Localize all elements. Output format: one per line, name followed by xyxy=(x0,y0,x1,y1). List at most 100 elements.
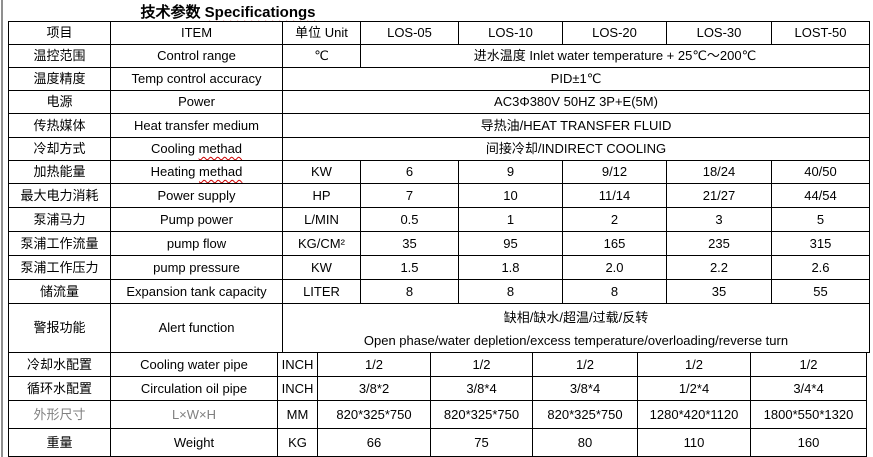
value-cell: 18/24 xyxy=(666,160,772,184)
label-en: Control range xyxy=(110,44,283,68)
value-cell: 315 xyxy=(771,231,870,256)
value-cell: 110 xyxy=(637,428,751,457)
value-cell: 1/2*4 xyxy=(637,376,751,401)
label-zh: 最大电力消耗 xyxy=(8,183,111,208)
label-en: Heat transfer medium xyxy=(110,113,283,138)
row-alert: 警报功能 Alert function 缺相/缺水/超温/过载/反转 Open … xyxy=(8,303,870,353)
label-zh: 循环水配置 xyxy=(8,376,111,401)
value-cell: 35 xyxy=(360,231,459,256)
unit-cell: KW xyxy=(282,255,361,280)
label-en: Cooling water pipe xyxy=(110,352,278,377)
value-cell: 820*325*750 xyxy=(317,400,431,429)
value-cell: 1/2 xyxy=(430,352,533,377)
alert-functions-zh: 缺相/缺水/超温/过载/反转 xyxy=(503,310,649,325)
label-zh: 温控范围 xyxy=(8,44,111,68)
header-model-los05: LOS-05 xyxy=(360,21,459,45)
merged-value-cell: AC3Φ380V 50HZ 3P+E(5M) xyxy=(282,90,870,114)
value-cell: 1 xyxy=(458,207,563,232)
value-cell: 1280*420*1120 xyxy=(637,400,751,429)
header-model-los30: LOS-30 xyxy=(666,21,772,45)
value-cell: 235 xyxy=(666,231,772,256)
value-cell: 1/2 xyxy=(532,352,638,377)
unit-cell: KW xyxy=(282,160,361,184)
row-pump-power: 泵浦马力 Pump power L/MIN 0.5 1 2 3 5 xyxy=(8,207,870,232)
value-cell: 3/8*2 xyxy=(317,376,431,401)
unit-cell: INCH xyxy=(277,352,318,377)
value-cell: 8 xyxy=(360,279,459,304)
value-cell: 21/27 xyxy=(666,183,772,208)
value-cell: 40/50 xyxy=(771,160,870,184)
unit-cell: L/MIN xyxy=(282,207,361,232)
label-zh: 重量 xyxy=(8,428,111,457)
unit-cell: KG xyxy=(277,428,318,457)
label-zh: 泵浦马力 xyxy=(8,207,111,232)
value-cell: 2.0 xyxy=(562,255,667,280)
merged-value-cell: PID±1℃ xyxy=(282,67,870,91)
value-cell: 3/8*4 xyxy=(532,376,638,401)
value-cell: 1800*550*1320 xyxy=(750,400,867,429)
row-pump-flow: 泵浦工作流量 pump flow KG/CM² 35 95 165 235 31… xyxy=(8,231,870,256)
row-tank-capacity: 储流量 Expansion tank capacity LITER 8 8 8 … xyxy=(8,279,870,304)
header-model-lost50: LOST-50 xyxy=(771,21,870,45)
value-cell: 1.5 xyxy=(360,255,459,280)
value-cell: 95 xyxy=(458,231,563,256)
label-en: L×W×H xyxy=(110,400,278,429)
label-zh: 传热媒体 xyxy=(8,113,111,138)
merged-value-cell: 导热油/HEAT TRANSFER FLUID xyxy=(282,113,870,138)
label-en: pump flow xyxy=(110,231,283,256)
row-dimensions: 外形尺寸 L×W×H MM 820*325*750 820*325*750 82… xyxy=(8,400,867,429)
row-weight: 重量 Weight KG 66 75 80 110 160 xyxy=(8,428,867,457)
row-power-supply: 最大电力消耗 Power supply HP 7 10 11/14 21/27 … xyxy=(8,183,870,208)
value-cell: 10 xyxy=(458,183,563,208)
value-cell: 3/4*4 xyxy=(750,376,867,401)
value-cell: 44/54 xyxy=(771,183,870,208)
value-cell: 55 xyxy=(771,279,870,304)
header-model-los10: LOS-10 xyxy=(458,21,563,45)
value-cell: 3/8*4 xyxy=(430,376,533,401)
row-accuracy: 温度精度 Temp control accuracy PID±1℃ xyxy=(8,67,870,91)
label-en-misspelled-word: methad xyxy=(198,141,243,157)
label-en: Weight xyxy=(110,428,278,457)
header-unit: 单位 Unit xyxy=(282,21,361,45)
row-medium: 传热媒体 Heat transfer medium 导热油/HEAT TRANS… xyxy=(8,113,870,138)
value-cell: 2.2 xyxy=(666,255,772,280)
page-title: 技术参数 Specificationgs xyxy=(0,1,456,23)
value-cell: 6 xyxy=(360,160,459,184)
row-cooling-pipe: 冷却水配置 Cooling water pipe INCH 1/2 1/2 1/… xyxy=(8,352,867,377)
label-en: pump pressure xyxy=(110,255,283,280)
label-en-misspelled-word: methad xyxy=(199,164,243,180)
label-zh: 加热能量 xyxy=(8,160,111,184)
label-en: Temp control accuracy xyxy=(110,67,283,91)
value-cell: 9 xyxy=(458,160,563,184)
row-power: 电源 Power AC3Φ380V 50HZ 3P+E(5M) xyxy=(8,90,870,114)
label-zh: 储流量 xyxy=(8,279,111,304)
value-cell: 820*325*750 xyxy=(532,400,638,429)
value-cell: 8 xyxy=(562,279,667,304)
value-cell: 5 xyxy=(771,207,870,232)
value-cell: 1/2 xyxy=(750,352,867,377)
label-zh: 警报功能 xyxy=(8,303,111,353)
value-cell: 11/14 xyxy=(562,183,667,208)
merged-value-cell: 进水温度 Inlet water temperature + 25℃～200℃ xyxy=(360,44,870,68)
label-en: Alert function xyxy=(110,303,283,353)
value-cell: 820*325*750 xyxy=(430,400,533,429)
value-cell: 9/12 xyxy=(562,160,667,184)
unit-cell: INCH xyxy=(277,376,318,401)
value-cell: 1/2 xyxy=(317,352,431,377)
row-cooling-method: 冷却方式 Cooling methad 间接冷却/INDIRECT COOLIN… xyxy=(8,137,870,161)
label-zh: 外形尺寸 xyxy=(8,400,111,429)
label-zh: 泵浦工作流量 xyxy=(8,231,111,256)
header-model-los20: LOS-20 xyxy=(562,21,667,45)
label-en: Expansion tank capacity xyxy=(110,279,283,304)
page-title-zh: 技术参数 xyxy=(140,4,201,21)
row-heating: 加热能量 Heating methad KW 6 9 9/12 18/24 40… xyxy=(8,160,870,184)
row-control-range: 温控范围 Control range ℃ 进水温度 Inlet water te… xyxy=(8,44,870,68)
merged-value-cell: 间接冷却/INDIRECT COOLING xyxy=(282,137,870,161)
unit-cell: ℃ xyxy=(282,44,361,68)
unit-cell: MM xyxy=(277,400,318,429)
spec-table-lower: 冷却水配置 Cooling water pipe INCH 1/2 1/2 1/… xyxy=(8,352,867,457)
label-en: Heating methad xyxy=(110,160,283,184)
spec-table-main: 项目 ITEM 单位 Unit LOS-05 LOS-10 LOS-20 LOS… xyxy=(8,21,870,353)
value-cell: 35 xyxy=(666,279,772,304)
label-zh: 电源 xyxy=(8,90,111,114)
